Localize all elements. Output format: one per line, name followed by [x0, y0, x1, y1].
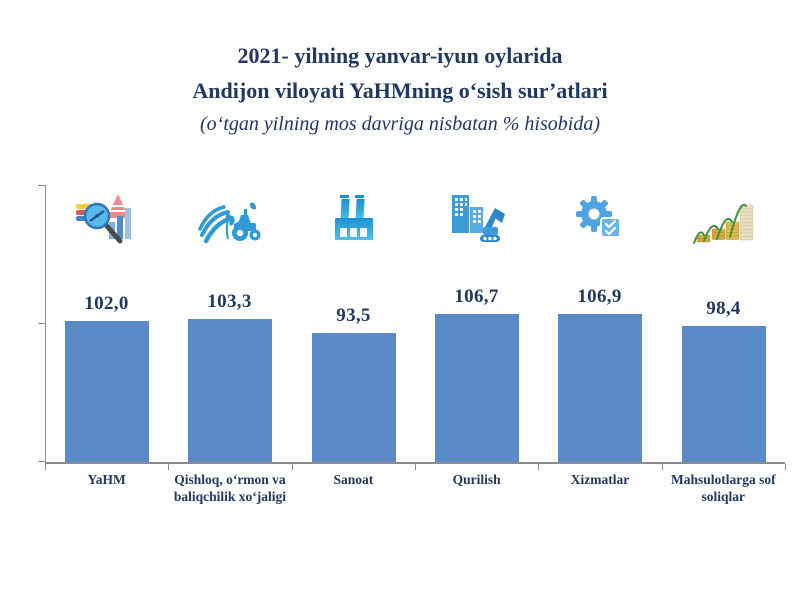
chart-title-line1: 2021- yilning yanvar-iyun oylarida [237, 43, 563, 68]
category-label-soliqlar: Mahsulotlarga sof soliqlar [670, 472, 776, 504]
x-axis [45, 462, 785, 464]
chart-subtitle: (o‘tgan yilning mos davriga nisbatan % h… [200, 113, 600, 135]
chart-magnifier-icon [75, 190, 139, 248]
bar-xizmatlar [557, 313, 642, 462]
x-axis-tick [45, 464, 46, 470]
y-axis-tick [38, 185, 45, 186]
bar-group-xizmatlar: 106,9 [538, 185, 661, 462]
x-axis-tick [292, 464, 293, 470]
bar-group-qishloq: 103,3 [168, 185, 291, 462]
bar-yahm [64, 320, 149, 462]
x-axis-tick [168, 464, 169, 470]
y-axis [45, 185, 46, 462]
bar-value-label: 106,7 [454, 286, 499, 308]
bar-soliqlar [681, 325, 766, 462]
bar-value-label: 103,3 [207, 290, 252, 312]
bar-qurilish [434, 314, 519, 462]
coins-growth-icon [692, 190, 756, 248]
category-label-qurilish: Qurilish [452, 472, 501, 487]
gear-checklist-icon [568, 190, 632, 248]
bar-group-qurilish: 106,7 [415, 185, 538, 462]
x-axis-tick [785, 464, 786, 470]
bar-group-soliqlar: 98,4 [662, 185, 785, 462]
category-axis-labels: YaHM Qishloq, o‘rmon va baliqchilik xo‘j… [45, 471, 785, 505]
x-axis-tick [415, 464, 416, 470]
category-label-sanoat: Sanoat [333, 472, 374, 487]
chart-header: 2021- yilning yanvar-iyun oylarida Andij… [0, 38, 800, 141]
y-axis-tick [38, 323, 45, 324]
bar-value-label: 106,9 [577, 285, 622, 307]
tractor-agriculture-icon [197, 190, 262, 248]
category-label-qishloq: Qishloq, o‘rmon va baliqchilik xo‘jaligi [173, 472, 287, 504]
x-axis-tick [662, 464, 663, 470]
bar-sanoat [311, 332, 396, 462]
bar-qishloq [187, 318, 272, 462]
bar-value-label: 93,5 [336, 304, 371, 326]
bar-group-yahm: 102,0 [45, 185, 168, 462]
category-label-yahm: YaHM [87, 472, 126, 487]
y-axis-tick [38, 461, 45, 462]
bar-value-label: 98,4 [706, 297, 741, 319]
x-axis-tick [538, 464, 539, 470]
bar-group-sanoat: 93,5 [292, 185, 415, 462]
construction-excavator-icon [445, 190, 509, 248]
category-label-xizmatlar: Xizmatlar [570, 472, 630, 487]
factory-icon [322, 190, 386, 248]
bar-value-label: 102,0 [84, 292, 129, 314]
chart-title-line2: Andijon viloyati YaHMning o‘sish sur’atl… [192, 78, 608, 103]
